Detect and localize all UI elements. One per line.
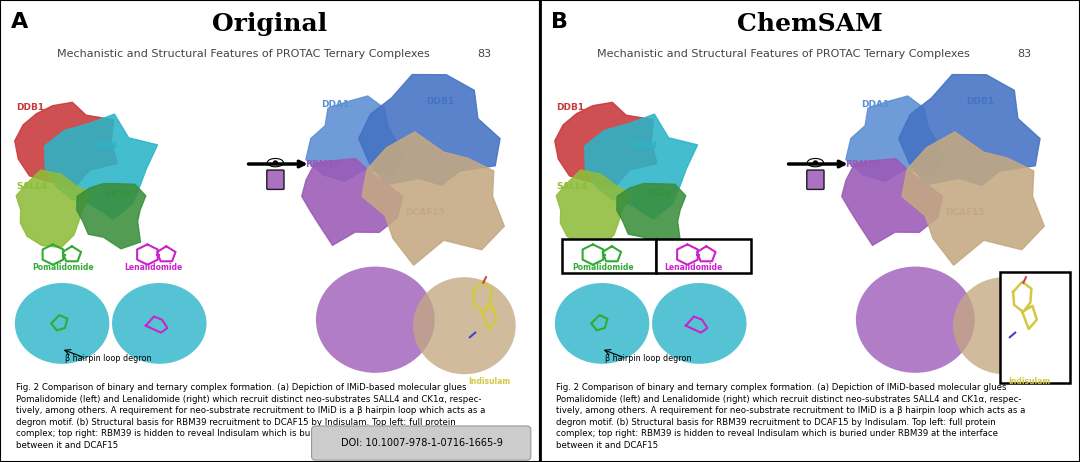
Text: β hairpin loop degron: β hairpin loop degron: [65, 354, 151, 363]
Text: Indisulam: Indisulam: [1009, 377, 1051, 386]
Text: SALL4: SALL4: [556, 182, 588, 191]
Text: Indisulam: Indisulam: [469, 377, 511, 386]
Text: DCAF15: DCAF15: [945, 208, 985, 217]
Text: DDB1: DDB1: [16, 103, 44, 112]
Polygon shape: [77, 183, 146, 249]
Text: DOI: 10.1007-978-1-0716-1665-9: DOI: 10.1007-978-1-0716-1665-9: [341, 438, 503, 448]
Ellipse shape: [953, 277, 1056, 374]
Text: A: A: [11, 12, 28, 31]
Text: 83: 83: [477, 49, 491, 59]
Text: CRBN: CRBN: [90, 141, 117, 150]
Text: Mechanistic and Structural Features of PROTAC Ternary Complexes: Mechanistic and Structural Features of P…: [56, 49, 430, 59]
Polygon shape: [362, 132, 504, 265]
Ellipse shape: [112, 283, 206, 364]
Polygon shape: [44, 114, 158, 219]
Text: Original: Original: [213, 12, 327, 36]
Polygon shape: [617, 183, 686, 249]
Text: Lenalidomide: Lenalidomide: [664, 263, 723, 272]
Text: DDB1: DDB1: [967, 97, 995, 106]
Polygon shape: [15, 103, 117, 188]
Text: B: B: [551, 12, 568, 31]
Polygon shape: [846, 96, 945, 181]
Ellipse shape: [413, 277, 516, 374]
Text: SALL4: SALL4: [16, 182, 48, 191]
Polygon shape: [301, 158, 403, 245]
Text: DCAF15: DCAF15: [405, 208, 445, 217]
Text: Lenalidomide: Lenalidomide: [124, 263, 183, 272]
Ellipse shape: [807, 158, 824, 167]
Text: DDB1: DDB1: [556, 103, 584, 112]
Polygon shape: [902, 132, 1044, 265]
Polygon shape: [841, 158, 943, 245]
Polygon shape: [584, 114, 698, 219]
Bar: [1000, 272, 1070, 383]
Text: ChemSAM: ChemSAM: [738, 12, 882, 36]
Polygon shape: [899, 74, 1040, 185]
Text: DDA1: DDA1: [322, 100, 350, 109]
Text: β hairpin loop degron: β hairpin loop degron: [605, 354, 691, 363]
Text: 83: 83: [1017, 49, 1031, 59]
Text: Pomalidomide: Pomalidomide: [32, 263, 94, 272]
Text: CRBN: CRBN: [629, 141, 657, 150]
Polygon shape: [359, 74, 500, 185]
Text: CK1α: CK1α: [106, 189, 132, 198]
Text: DDA1: DDA1: [862, 100, 890, 109]
Text: Mechanistic and Structural Features of PROTAC Ternary Complexes: Mechanistic and Structural Features of P…: [596, 49, 970, 59]
Text: RBM39: RBM39: [305, 160, 340, 169]
Polygon shape: [556, 170, 631, 248]
Ellipse shape: [15, 283, 109, 364]
FancyBboxPatch shape: [267, 170, 284, 189]
Text: Fig. 2 Comparison of binary and ternary complex formation. (a) Depiction of IMiD: Fig. 2 Comparison of binary and ternary …: [16, 383, 486, 450]
Ellipse shape: [555, 283, 649, 364]
Ellipse shape: [272, 160, 278, 165]
Ellipse shape: [652, 283, 746, 364]
Polygon shape: [555, 103, 657, 188]
Polygon shape: [306, 96, 405, 181]
Text: Fig. 2 Comparison of binary and ternary complex formation. (a) Depiction of IMiD: Fig. 2 Comparison of binary and ternary …: [556, 383, 1026, 450]
Text: Pomalidomide: Pomalidomide: [572, 263, 634, 272]
Ellipse shape: [267, 158, 283, 167]
Ellipse shape: [855, 267, 974, 373]
Bar: [562, 239, 657, 273]
Ellipse shape: [812, 160, 819, 165]
Text: DDB1: DDB1: [427, 97, 455, 106]
Ellipse shape: [315, 267, 434, 373]
Text: RBM39: RBM39: [845, 160, 880, 169]
FancyBboxPatch shape: [311, 426, 530, 460]
Text: CK1α: CK1α: [646, 189, 672, 198]
Bar: [657, 239, 751, 273]
Polygon shape: [16, 170, 91, 248]
FancyBboxPatch shape: [807, 170, 824, 189]
